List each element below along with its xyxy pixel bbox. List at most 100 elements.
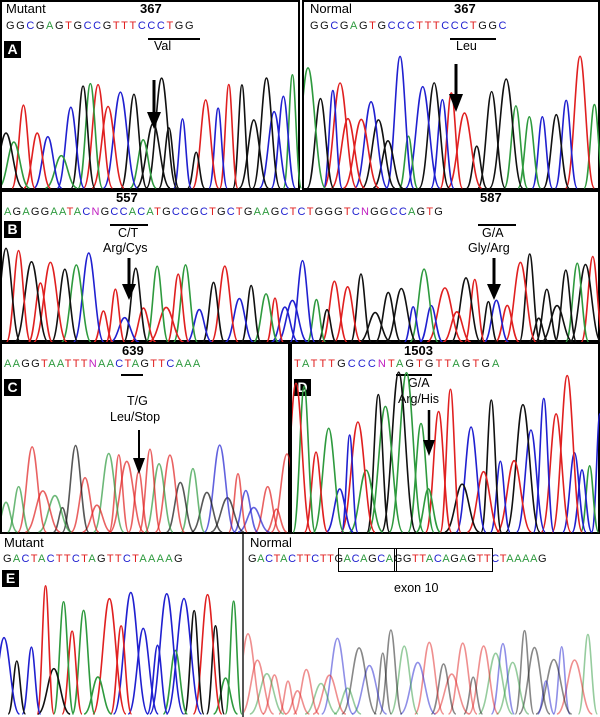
chromatogram-peak (306, 97, 335, 189)
chromatogram-peak (414, 641, 445, 715)
chromatogram-peak (192, 99, 220, 189)
chromatogram-peak (580, 464, 600, 533)
base-A: A (385, 553, 394, 565)
base-N: N (88, 358, 99, 370)
base-G: G (270, 206, 281, 218)
base-G: G (162, 206, 172, 218)
base-C: C (137, 20, 148, 32)
panel-a-normal: Normal 367 GGCGAGTGCCCTTTCCCTGGC Leu (302, 0, 600, 190)
chromatogram-peak (409, 268, 439, 343)
base-C: C (433, 553, 443, 565)
base-C: C (71, 553, 82, 565)
chromatogram-peak (77, 82, 104, 189)
chromatogram-peak (398, 135, 419, 189)
chromatogram-peak (463, 676, 484, 715)
amino-acid-change-label: Gly/Arg (468, 241, 510, 255)
chromatogram-peak (532, 397, 555, 533)
chromatogram-peak (373, 652, 393, 715)
chromatogram-peak (569, 263, 600, 343)
exon-box-left (338, 548, 397, 572)
chromatogram-peak (148, 306, 184, 343)
base-A: A (302, 358, 311, 370)
chromatogram-peak (322, 82, 358, 189)
chromatogram-peak (325, 488, 354, 533)
chromatogram-peak (82, 504, 112, 533)
codon-underline (478, 224, 516, 226)
base-A: A (459, 553, 468, 565)
base-T: T (106, 553, 115, 565)
chromatogram-peak (120, 93, 148, 189)
base-G: G (368, 553, 378, 565)
mutant-label: Mutant (4, 535, 44, 550)
chromatogram-peak (514, 629, 535, 715)
chromatogram-peak (418, 82, 450, 189)
base-T: T (121, 20, 130, 32)
base-A: A (4, 358, 13, 370)
base-A: A (343, 553, 352, 565)
base-C: C (367, 358, 378, 370)
base-G: G (324, 206, 335, 218)
base-T: T (273, 553, 281, 565)
chromatogram-peak (379, 629, 403, 715)
sequence-text: AGAGGAATACNGCCACATGCCGCTGCTGAAGCTCTGGGTC… (4, 206, 444, 218)
base-A: A (88, 553, 97, 565)
base-T: T (499, 553, 507, 565)
base-T: T (476, 553, 484, 565)
base-A: A (37, 553, 47, 565)
panel-tag-c: C (4, 379, 21, 396)
base-A: A (58, 206, 67, 218)
base-T: T (55, 553, 64, 565)
chromatogram-peak (7, 660, 27, 715)
chromatogram-d (292, 371, 600, 533)
chromatogram-peak (407, 422, 435, 533)
chromatogram-peak (11, 104, 36, 189)
chromatogram-peak (27, 282, 54, 343)
chromatogram-peak (292, 668, 320, 715)
base-A: A (50, 206, 59, 218)
base-C: C (351, 553, 361, 565)
position-number: 639 (122, 343, 144, 358)
chromatogram-peak (535, 288, 559, 343)
base-T: T (66, 206, 74, 218)
base-G: G (450, 553, 460, 565)
base-G: G (379, 206, 390, 218)
base-C: C (460, 20, 470, 32)
base-G: G (339, 20, 351, 32)
base-T: T (166, 20, 175, 32)
base-G: G (424, 358, 436, 370)
chromatogram-peak (33, 261, 68, 343)
codon-underline (450, 38, 496, 40)
base-C: C (226, 206, 236, 218)
base-A: A (257, 553, 266, 565)
chromatogram-peak (158, 127, 180, 189)
base-G: G (488, 20, 499, 32)
chromatogram-peak (477, 90, 506, 189)
chromatogram-peak (271, 306, 299, 343)
panel-tag-e: E (2, 570, 19, 587)
chromatogram-peak (489, 460, 511, 533)
base-A: A (530, 553, 539, 565)
codon-underline (396, 374, 432, 376)
base-G: G (73, 20, 84, 32)
chromatogram-peak (109, 625, 133, 715)
chromatogram-peak (551, 374, 584, 533)
base-T: T (81, 553, 89, 565)
chromatogram-peak (70, 476, 100, 533)
base-change-label: C/T (118, 226, 139, 240)
base-T: T (416, 20, 425, 32)
chromatogram-peak (21, 646, 42, 715)
chromatogram-peak (166, 273, 190, 343)
chromatogram-peak (590, 413, 600, 533)
base-G: G (405, 358, 417, 370)
chromatogram-peak (265, 297, 285, 343)
base-G: G (217, 206, 227, 218)
base-G: G (243, 206, 254, 218)
chromatogram-peak (340, 421, 376, 533)
chromatogram-peak (403, 306, 423, 343)
chromatogram-peak (238, 119, 270, 189)
base-C: C (26, 20, 36, 32)
chromatogram-peak (504, 261, 537, 343)
base-T: T (296, 553, 304, 565)
position-number: 367 (140, 1, 162, 16)
arrow-icon (423, 410, 435, 456)
